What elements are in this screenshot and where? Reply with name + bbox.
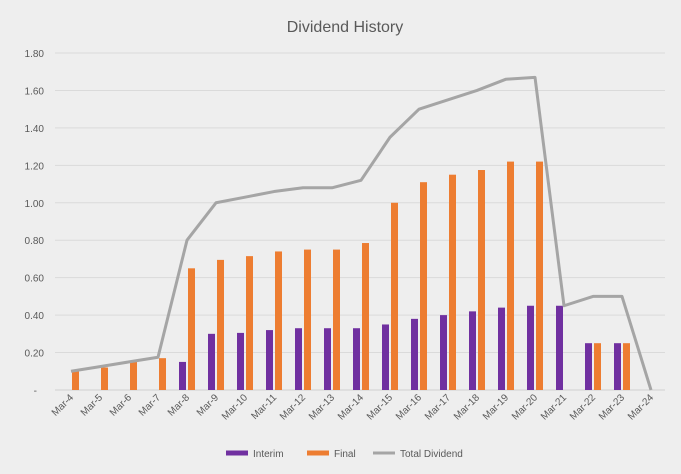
x-tick-label: Mar-18: [452, 392, 482, 422]
legend-swatch: [373, 451, 395, 455]
bar-final: [304, 249, 311, 390]
bars: [72, 161, 630, 390]
x-tick-label: Mar-16: [394, 392, 424, 422]
bar-final: [101, 367, 108, 390]
legend-label: Final: [334, 449, 356, 460]
x-tick-label: Mar-8: [166, 392, 193, 419]
bar-interim: [498, 307, 505, 390]
bar-interim: [295, 328, 302, 390]
legend: Interim Final Total Dividend: [226, 449, 463, 460]
bar-interim: [614, 343, 621, 390]
y-tick-label: 0.40: [25, 311, 45, 322]
x-tick-label: Mar-19: [481, 392, 511, 422]
x-tick-label: Mar-24: [626, 392, 656, 422]
y-tick-label: 0.20: [25, 349, 45, 360]
x-tick-label: Mar-13: [307, 392, 337, 422]
x-tick-label: Mar-4: [50, 392, 77, 419]
legend-swatch: [307, 450, 329, 456]
x-tick-label: Mar-20: [510, 392, 540, 422]
x-tick-label: Mar-5: [79, 392, 106, 419]
x-tick-label: Mar-23: [597, 392, 627, 422]
bar-final: [72, 371, 79, 390]
y-tick-label: 1.20: [25, 161, 45, 172]
legend-label: Total Dividend: [400, 449, 463, 460]
x-tick-label: Mar-21: [539, 392, 569, 422]
bar-interim: [266, 330, 273, 390]
bar-final: [217, 259, 224, 390]
bar-interim: [556, 305, 563, 390]
x-tick-label: Mar-10: [220, 392, 250, 422]
bar-final: [623, 343, 630, 390]
bar-interim: [382, 324, 389, 390]
x-tick-label: Mar-17: [423, 392, 453, 422]
bar-final: [130, 361, 137, 390]
bar-interim: [353, 328, 360, 390]
x-tick-label: Mar-15: [365, 392, 395, 422]
x-tick-label: Mar-9: [195, 392, 222, 419]
bar-final: [246, 256, 253, 390]
y-tick-label: 0.80: [25, 236, 45, 247]
legend-label: Interim: [253, 449, 284, 460]
bar-final: [420, 182, 427, 390]
x-tick-label: Mar-22: [568, 392, 598, 422]
bar-final: [333, 249, 340, 390]
bar-final: [449, 174, 456, 390]
legend-swatch: [226, 450, 248, 456]
y-axis-ticks: - 0.20 0.40 0.60 0.80 1.00 1.20 1.40 1.60 1.80: [25, 49, 45, 397]
bar-interim: [179, 361, 186, 390]
x-tick-label: Mar-12: [278, 392, 308, 422]
y-tick-label: 1.80: [25, 49, 45, 60]
bar-final: [507, 161, 514, 390]
x-tick-label: Mar-14: [336, 392, 366, 422]
gridlines: [55, 52, 665, 391]
bar-interim: [440, 315, 447, 390]
bar-final: [188, 268, 195, 390]
bar-final: [159, 358, 166, 390]
bar-final: [391, 202, 398, 390]
chart-title: Dividend History: [287, 19, 403, 36]
total-dividend-line-group: [70, 75, 653, 391]
y-tick-label: 0.60: [25, 274, 45, 285]
y-tick-label: 1.60: [25, 86, 45, 97]
bar-interim: [237, 332, 244, 390]
bar-final: [536, 161, 543, 390]
x-tick-label: Mar-11: [249, 392, 279, 422]
bar-interim: [411, 318, 418, 390]
bar-final: [275, 251, 282, 390]
y-tick-label: 1.40: [25, 124, 45, 135]
y-tick-label: -: [34, 386, 37, 397]
x-tick-label: Mar-7: [137, 392, 164, 419]
total-dividend-line: [70, 75, 653, 391]
x-tick-label: Mar-6: [108, 392, 135, 419]
bar-interim: [208, 333, 215, 390]
bar-interim: [324, 328, 331, 390]
bar-interim: [527, 305, 534, 390]
bar-final: [362, 243, 369, 390]
y-tick-label: 1.00: [25, 199, 45, 210]
bar-final: [478, 170, 485, 390]
bar-interim: [585, 343, 592, 390]
bar-final: [594, 343, 601, 390]
bar-interim: [469, 311, 476, 390]
